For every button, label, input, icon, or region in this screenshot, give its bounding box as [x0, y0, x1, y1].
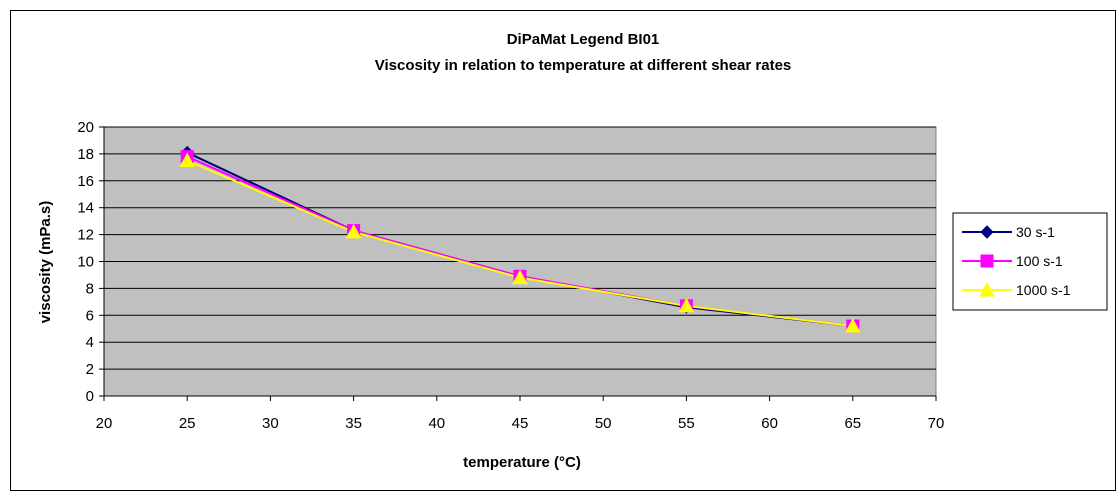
legend-marker-2	[980, 254, 994, 268]
chart-title: DiPaMat Legend BI01	[507, 31, 660, 48]
y-tick-label: 20	[77, 119, 94, 136]
x-tick-label: 55	[678, 415, 695, 432]
data-point	[512, 269, 528, 285]
x-tick-label: 45	[512, 415, 529, 432]
x-tick-label: 25	[179, 415, 196, 432]
legend-label-2: 100 s-1	[1016, 253, 1063, 269]
y-axis-ticks: 0 2 4 6 8 10 12 14 16 18 20	[77, 119, 104, 405]
data-point	[345, 223, 362, 239]
data-point	[179, 152, 196, 168]
x-axis-ticks: 20 25 30 35 40 45 50 55 60 65 70	[96, 396, 945, 432]
y-axis-label: viscosity (mPa.s)	[37, 201, 54, 324]
x-axis-label: temperature (°C)	[463, 454, 581, 471]
legend: 30 s-1 100 s-1 1000 s-1	[952, 212, 1108, 311]
x-tick-label: 70	[928, 415, 945, 432]
y-tick-label: 0	[86, 388, 94, 405]
legend-label-1: 30 s-1	[1016, 224, 1055, 240]
chart-subtitle: Viscosity in relation to temperature at …	[375, 57, 792, 74]
x-tick-label: 35	[345, 415, 362, 432]
x-tick-label: 65	[844, 415, 861, 432]
gridlines	[104, 126, 936, 370]
series-markers	[179, 145, 861, 333]
legend-label-3: 1000 s-1	[1016, 282, 1071, 298]
x-tick-label: 40	[428, 415, 445, 432]
data-point	[844, 318, 861, 333]
y-tick-label: 2	[86, 361, 94, 378]
y-tick-label: 12	[77, 227, 94, 244]
y-tick-label: 16	[77, 173, 94, 190]
x-tick-label: 60	[761, 415, 778, 432]
data-point	[678, 297, 695, 313]
y-tick-label: 6	[86, 307, 94, 324]
y-tick-label: 10	[77, 254, 94, 271]
x-tick-label: 20	[96, 415, 113, 432]
y-tick-label: 4	[86, 334, 94, 351]
x-tick-label: 50	[595, 415, 612, 432]
x-tick-label: 30	[262, 415, 279, 432]
legend-marker-1	[980, 225, 994, 239]
y-tick-label: 8	[86, 280, 94, 297]
legend-marker-3	[979, 281, 995, 297]
y-tick-label: 18	[77, 146, 94, 163]
y-tick-label: 14	[77, 200, 94, 217]
